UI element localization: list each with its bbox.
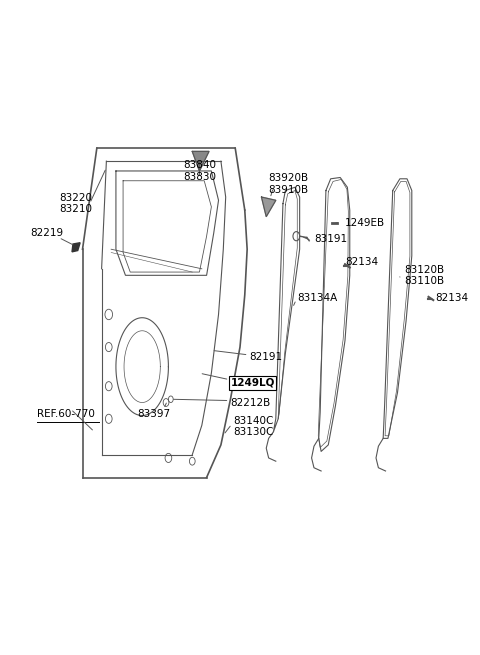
Text: 1249LQ: 1249LQ [230, 378, 275, 388]
Text: 82134: 82134 [436, 293, 469, 303]
Text: 1249EB: 1249EB [345, 218, 385, 228]
Text: 83120B
83110B: 83120B 83110B [405, 265, 445, 286]
Text: 83840
83830: 83840 83830 [183, 160, 216, 182]
Text: 83140C
83130C: 83140C 83130C [233, 416, 273, 438]
Text: 83397: 83397 [138, 409, 171, 419]
Polygon shape [72, 243, 80, 252]
Text: 83191: 83191 [314, 234, 347, 244]
Text: REF.60-770: REF.60-770 [37, 409, 95, 419]
Text: 83920B
83910B: 83920B 83910B [269, 173, 309, 195]
Text: 82212B: 82212B [230, 398, 271, 407]
Text: 83134A: 83134A [297, 293, 337, 303]
Polygon shape [262, 197, 276, 217]
Polygon shape [192, 151, 209, 171]
Text: 82134: 82134 [345, 257, 378, 267]
Text: 82219: 82219 [30, 228, 63, 238]
Text: 82191: 82191 [250, 352, 283, 362]
Text: 83220
83210: 83220 83210 [59, 193, 92, 214]
